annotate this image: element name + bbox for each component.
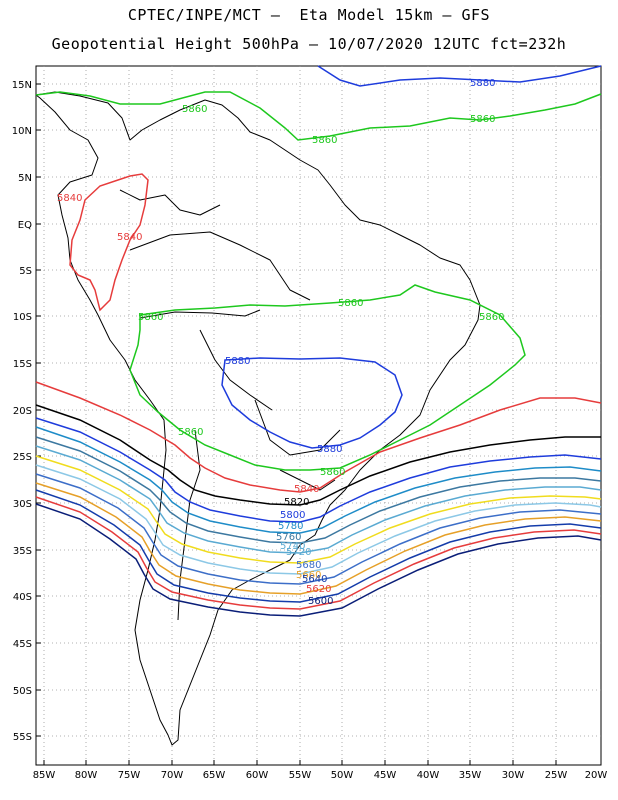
contour-label: 5840 xyxy=(57,193,82,204)
lon-label-80w: 80W xyxy=(75,770,98,781)
lon-label-25w: 25W xyxy=(545,770,568,781)
map-ticks xyxy=(36,83,557,765)
lon-label-55w: 55W xyxy=(289,770,312,781)
border-paraguay xyxy=(254,399,341,456)
contour-5640 xyxy=(35,489,602,603)
lat-label-50s: 50S xyxy=(13,686,32,697)
lon-label-30w: 30W xyxy=(502,770,525,781)
lon-label-45w: 45W xyxy=(374,770,397,781)
border-peru-brazil xyxy=(139,309,261,319)
border-bolivia xyxy=(199,329,273,411)
contour-5860-brazil xyxy=(129,284,526,471)
contour-label: 5680 xyxy=(296,560,321,571)
contour-label: 5880 xyxy=(317,444,342,455)
lon-label-60w: 60W xyxy=(246,770,269,781)
lat-label-10s: 10S xyxy=(13,312,32,323)
contour-label: 5800 xyxy=(280,510,305,521)
border-chile-argentina xyxy=(177,429,201,621)
contour-label: 5840 xyxy=(294,484,319,495)
lat-label-35s: 35S xyxy=(13,546,32,557)
contour-label: 5860 xyxy=(312,135,337,146)
lon-label-35w: 35W xyxy=(459,770,482,781)
contour-5620 xyxy=(35,496,602,610)
lon-label-65w: 65W xyxy=(203,770,226,781)
lat-label-10n: 10N xyxy=(12,126,32,137)
lon-label-70w: 70W xyxy=(161,770,184,781)
lat-label-25s: 25S xyxy=(13,452,32,463)
lat-label-45s: 45S xyxy=(13,639,32,650)
contour-5860-north xyxy=(35,91,602,141)
contour-5840-andes xyxy=(69,173,149,312)
contour-label: 5780 xyxy=(278,521,303,532)
contour-label: 5880 xyxy=(225,356,250,367)
contour-5660 xyxy=(35,482,602,595)
contour-label: 5860 xyxy=(338,298,363,309)
lat-label-40s: 40S xyxy=(13,592,32,603)
contour-label: 5600 xyxy=(308,596,333,607)
contour-5720 xyxy=(35,455,602,564)
lat-label-5s: 5S xyxy=(19,266,32,277)
contour-5700 xyxy=(35,464,602,575)
contour-5880-north xyxy=(317,65,602,87)
lat-label-15n: 15N xyxy=(12,80,32,91)
contour-5840-south xyxy=(35,381,602,493)
border-amazon xyxy=(129,231,311,301)
border-uruguay xyxy=(279,469,336,491)
map-grid xyxy=(36,66,601,765)
contour-label: 5740 xyxy=(280,541,305,552)
contour-label: 5760 xyxy=(276,532,301,543)
contour-label: 5860 xyxy=(470,114,495,125)
lat-label-55s: 55S xyxy=(13,732,32,743)
contour-label: 5620 xyxy=(306,584,331,595)
contour-5600 xyxy=(35,503,602,617)
map-title-line1: CPTEC/INPE/MCT – Eta Model 15km – GFS xyxy=(127,6,491,24)
lon-label-20w: 20W xyxy=(585,770,608,781)
lon-label-85w: 85W xyxy=(33,770,56,781)
contour-label: 5880 xyxy=(470,78,495,89)
contour-label: 5720 xyxy=(286,547,311,558)
contour-5780 xyxy=(35,426,602,534)
map-title-line2: Geopotential Height 500hPa – 10/07/2020 … xyxy=(51,35,567,53)
contour-5740 xyxy=(35,445,602,554)
contour-5820 xyxy=(35,404,601,506)
contour-label: 5860 xyxy=(178,427,203,438)
contour-label: 5640 xyxy=(302,574,327,585)
lat-label-eq: EQ xyxy=(18,220,32,231)
border-colombia xyxy=(119,189,221,216)
contour-label: 5860 xyxy=(479,312,504,323)
contour-label: 5820 xyxy=(284,497,309,508)
contour-5880-brazil xyxy=(221,357,403,449)
contour-5760 xyxy=(35,436,602,544)
lat-label-15s: 15S xyxy=(13,359,32,370)
south-america-coast xyxy=(35,91,481,746)
contour-lines xyxy=(35,65,602,617)
lat-label-30s: 30S xyxy=(13,499,32,510)
lon-label-75w: 75W xyxy=(118,770,141,781)
lon-label-40w: 40W xyxy=(417,770,440,781)
contour-label: 5660 xyxy=(296,570,321,581)
contour-label: 5860 xyxy=(138,312,163,323)
coastline xyxy=(35,91,481,746)
contour-label: 5840 xyxy=(117,232,142,243)
lat-label-20s: 20S xyxy=(13,406,32,417)
contour-5800 xyxy=(35,417,602,523)
contour-label: 5860 xyxy=(320,467,345,478)
contour-label: 5860 xyxy=(182,104,207,115)
contour-labels: 5860 5860 5860 5880 5840 5840 5860 5860 … xyxy=(57,78,504,607)
longitude-labels: 85W 80W 75W 70W 65W 60W 55W 50W 45W 40W … xyxy=(33,770,608,781)
latitude-labels: 15N 10N 5N EQ 5S 10S 15S 20S 25S 30S 35S… xyxy=(12,80,32,743)
lat-label-5n: 5N xyxy=(18,173,32,184)
lon-label-50w: 50W xyxy=(331,770,354,781)
contour-5680 xyxy=(35,473,602,585)
